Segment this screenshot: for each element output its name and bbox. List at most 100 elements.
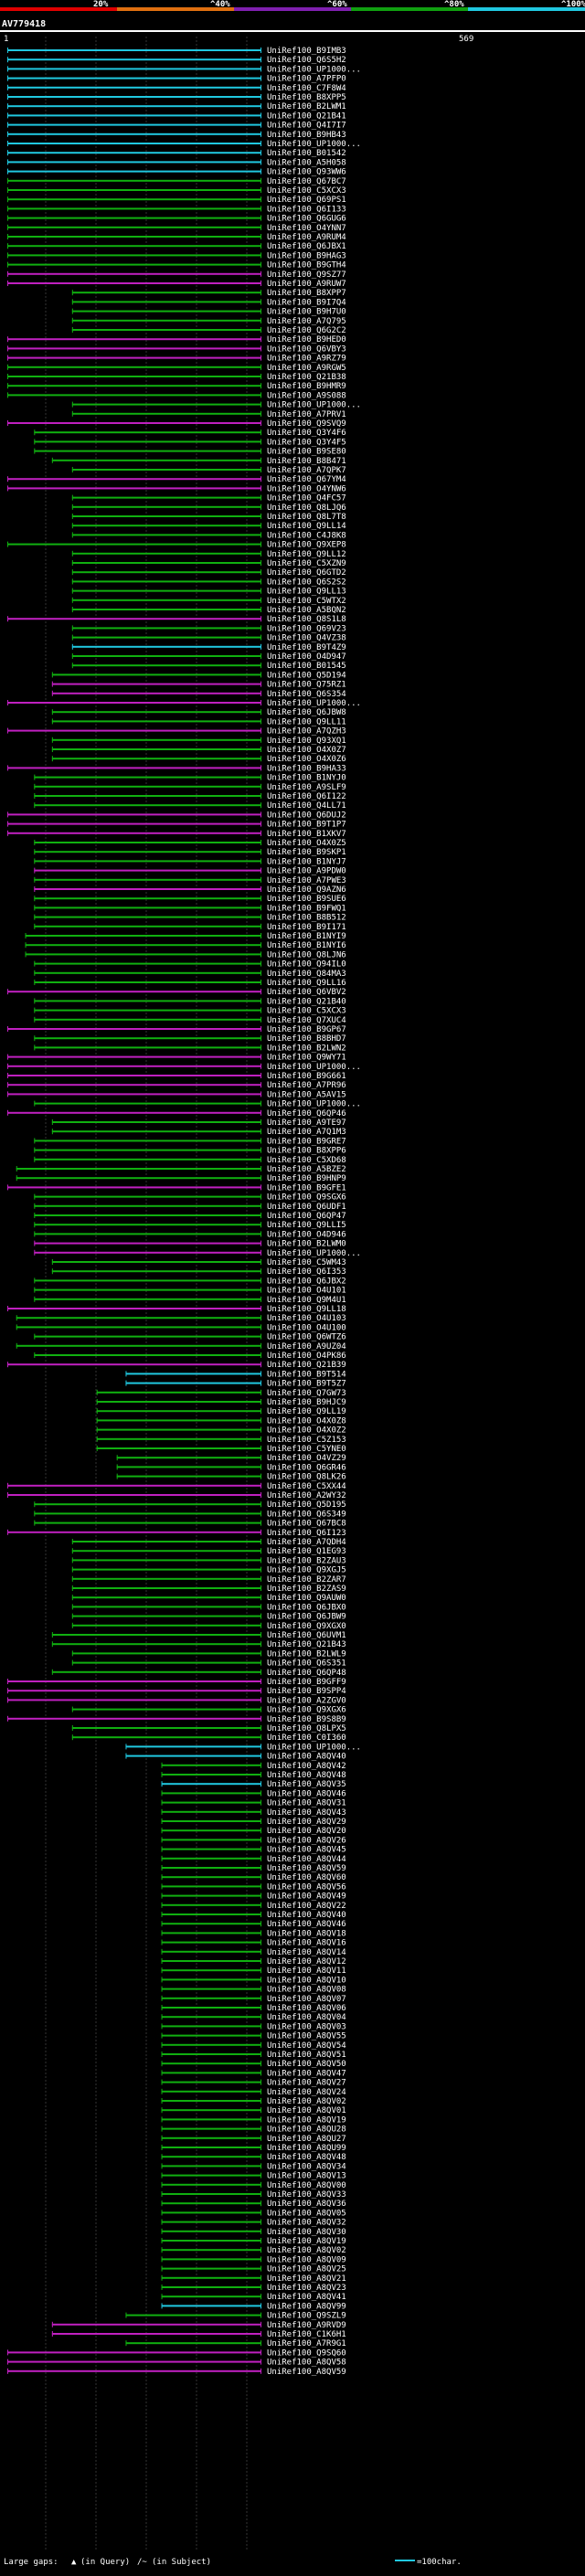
hit-row[interactable]: UniRef100_A8QV06	[161, 2004, 346, 2013]
hit-row[interactable]: UniRef100_A8QV30	[161, 2228, 346, 2237]
hit-label[interactable]: UniRef100_A8QV99	[267, 2302, 346, 2311]
hit-row[interactable]: UniRef100_A8QV02	[161, 2097, 346, 2106]
hit-label[interactable]: UniRef100_O4YNW6	[267, 484, 346, 493]
hit-row[interactable]: UniRef100_Q6UDF1	[34, 1203, 346, 1212]
hit-label[interactable]: UniRef100_B9GTH4	[267, 261, 346, 270]
hit-row[interactable]: UniRef100_A8QV29	[161, 1818, 346, 1827]
hit-row[interactable]: UniRef100_O4U103	[16, 1314, 346, 1323]
hit-row[interactable]: UniRef100_A7QPK7	[71, 466, 346, 475]
hit-row[interactable]: UniRef100_C5YNE0	[96, 1445, 346, 1454]
hit-label[interactable]: UniRef100_C4J8K8	[267, 531, 346, 540]
hit-row[interactable]: UniRef100_UP1000...	[125, 1743, 361, 1752]
hit-row[interactable]: UniRef100_A8QV27	[161, 2079, 346, 2088]
hit-row[interactable]: UniRef100_C5XCX3	[34, 1007, 346, 1016]
hit-row[interactable]: UniRef100_Q21B43	[51, 1640, 346, 1649]
hit-row[interactable]: UniRef100_A8QV44	[161, 1855, 346, 1864]
hit-label[interactable]: UniRef100_A8QV04	[267, 2013, 346, 2022]
hit-row[interactable]: UniRef100_Q5D194	[51, 671, 346, 680]
hit-label[interactable]: UniRef100_B2LWN2	[267, 1044, 346, 1053]
hit-row[interactable]: UniRef100_B2ZAU3	[71, 1556, 346, 1565]
hit-row[interactable]: UniRef100_B9T1P7	[7, 821, 346, 830]
hit-label[interactable]: UniRef100_A8QV50	[267, 2060, 346, 2069]
hit-row[interactable]: UniRef100_A8QV25	[161, 2265, 346, 2274]
hit-row[interactable]: UniRef100_Q6DUJ2	[7, 811, 346, 820]
hit-label[interactable]: UniRef100_A8QV43	[267, 1808, 346, 1818]
hit-row[interactable]: UniRef100_O4D947	[71, 652, 346, 662]
hit-row[interactable]: UniRef100_B9HMR9	[7, 382, 346, 391]
hit-row[interactable]: UniRef100_A9UZ04	[16, 1342, 346, 1352]
hit-row[interactable]: UniRef100_A8QV14	[161, 1948, 346, 1957]
hit-row[interactable]: UniRef100_A8QV45	[161, 1846, 346, 1855]
hit-label[interactable]: UniRef100_C1K6H1	[267, 2330, 346, 2339]
hit-row[interactable]: UniRef100_B8XPP6	[34, 1147, 346, 1156]
hit-row[interactable]: UniRef100_C5XD68	[34, 1156, 346, 1165]
hit-row[interactable]: UniRef100_B9T5Z7	[125, 1380, 346, 1389]
hit-label[interactable]: UniRef100_Q9LL14	[267, 522, 346, 531]
hit-row[interactable]: UniRef100_A8QV07	[161, 1995, 346, 2004]
hit-row[interactable]: UniRef100_A5AV15	[7, 1090, 346, 1099]
hit-row[interactable]: UniRef100_A8QV19	[161, 2115, 346, 2125]
hit-label[interactable]: UniRef100_B9SUE6	[267, 895, 346, 904]
hit-label[interactable]: UniRef100_A8QV06	[267, 2004, 346, 2013]
hit-row[interactable]: UniRef100_Q7XUC4	[34, 1016, 346, 1025]
hit-label[interactable]: UniRef100_Q6S349	[267, 1510, 346, 1519]
hit-row[interactable]: UniRef100_B9HB43	[7, 131, 346, 140]
hit-label[interactable]: UniRef100_Q9AZN6	[267, 885, 346, 895]
hit-row[interactable]: UniRef100_O4X0Z5	[34, 839, 346, 848]
hit-row[interactable]: UniRef100_B8BHD7	[34, 1034, 346, 1044]
hit-label[interactable]: UniRef100_A9RUM4	[267, 233, 346, 242]
hit-row[interactable]: UniRef100_Q9XEP8	[7, 541, 346, 550]
hit-label[interactable]: UniRef100_B9S8B9	[267, 1715, 346, 1724]
hit-label[interactable]: UniRef100_UP1000...	[267, 1063, 361, 1072]
hit-label[interactable]: UniRef100_B9FWQ1	[267, 904, 346, 913]
hit-label[interactable]: UniRef100_A8QU27	[267, 2135, 346, 2144]
hit-row[interactable]: UniRef100_B9HNP9	[16, 1174, 346, 1183]
hit-label[interactable]: UniRef100_Q84MA3	[267, 970, 346, 979]
hit-label[interactable]: UniRef100_Q9SQ60	[267, 2348, 346, 2358]
hit-row[interactable]: UniRef100_B8XPP7	[71, 289, 346, 298]
hit-label[interactable]: UniRef100_B9HAG3	[267, 251, 346, 260]
hit-row[interactable]: UniRef100_Q6JBW8	[51, 708, 346, 717]
hit-row[interactable]: UniRef100_A7QZH3	[7, 727, 346, 737]
hit-label[interactable]: UniRef100_A8QV20	[267, 1827, 346, 1836]
hit-row[interactable]: UniRef100_O4X0Z2	[96, 1426, 346, 1436]
hit-row[interactable]: UniRef100_B01545	[71, 662, 346, 671]
hit-label[interactable]: UniRef100_A8QV02	[267, 2097, 346, 2106]
hit-row[interactable]: UniRef100_Q9LL14	[71, 522, 346, 531]
hit-label[interactable]: UniRef100_Q4VZ38	[267, 634, 346, 643]
hit-row[interactable]: UniRef100_C5XZN9	[71, 559, 346, 568]
hit-label[interactable]: UniRef100_Q5D195	[267, 1500, 346, 1510]
hit-row[interactable]: UniRef100_A8QV41	[161, 2293, 346, 2302]
hit-label[interactable]: UniRef100_Q6WTZ6	[267, 1333, 346, 1342]
hit-label[interactable]: UniRef100_Q6GUG6	[267, 215, 346, 224]
hit-label[interactable]: UniRef100_A7PRV1	[267, 410, 346, 419]
hit-row[interactable]: UniRef100_A8QV55	[161, 2032, 346, 2041]
hit-label[interactable]: UniRef100_B9GP67	[267, 1025, 346, 1034]
hit-label[interactable]: UniRef100_C5XX44	[267, 1482, 346, 1491]
hit-row[interactable]: UniRef100_Q9XGX6	[71, 1706, 346, 1715]
hit-row[interactable]: UniRef100_A8QV19	[161, 2237, 346, 2246]
hit-row[interactable]: UniRef100_O4D946	[34, 1230, 346, 1239]
hit-row[interactable]: UniRef100_Q9XGX0	[71, 1622, 346, 1631]
hit-row[interactable]: UniRef100_Q8S1L8	[7, 615, 346, 624]
hit-row[interactable]: UniRef100_Q21B38	[7, 373, 346, 382]
hit-label[interactable]: UniRef100_A5BQN2	[267, 606, 346, 615]
hit-row[interactable]: UniRef100_A8QV99	[161, 2302, 346, 2311]
hit-label[interactable]: UniRef100_Q6QP46	[267, 1109, 346, 1118]
hit-label[interactable]: UniRef100_O4D946	[267, 1230, 346, 1239]
hit-label[interactable]: UniRef100_A9RVD9	[267, 2321, 346, 2330]
hit-row[interactable]: UniRef100_Q6I123	[7, 1529, 346, 1538]
hit-row[interactable]: UniRef100_Q93XQ1	[51, 737, 346, 746]
hit-row[interactable]: UniRef100_C5XCX3	[7, 186, 346, 196]
hit-row[interactable]: UniRef100_B9SUE6	[34, 895, 346, 904]
hit-label[interactable]: UniRef100_A7QZH3	[267, 727, 346, 737]
hit-label[interactable]: UniRef100_Q6QP47	[267, 1212, 346, 1221]
hit-row[interactable]: UniRef100_A8QV49	[161, 1892, 346, 1902]
hit-label[interactable]: UniRef100_O4D947	[267, 652, 346, 662]
hit-row[interactable]: UniRef100_A8QV40	[125, 1753, 346, 1762]
hit-label[interactable]: UniRef100_A7PWE3	[267, 876, 346, 885]
hit-row[interactable]: UniRef100_A8QV24	[161, 2088, 346, 2097]
hit-label[interactable]: UniRef100_Q7GW73	[267, 1389, 346, 1398]
hit-row[interactable]: UniRef100_Q6I122	[34, 792, 346, 801]
hit-label[interactable]: UniRef100_UP1000...	[267, 140, 361, 149]
